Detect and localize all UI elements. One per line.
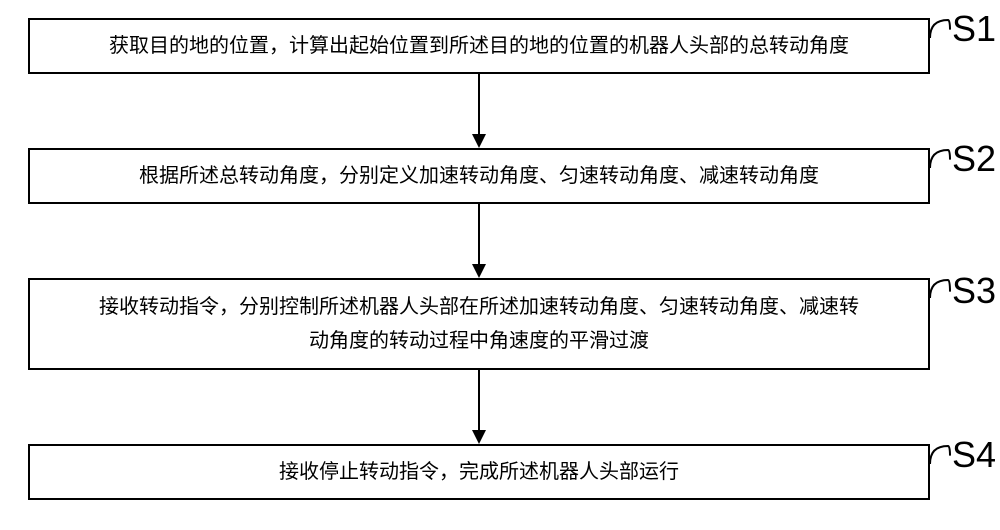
step-label-s4: S4 (952, 434, 996, 476)
step-label-s2: S2 (952, 138, 996, 180)
step-label-s3: S3 (952, 270, 996, 312)
step-text-s2: 根据所述总转动角度，分别定义加速转动角度、匀速转动角度、减速转动角度 (139, 159, 819, 193)
flowchart-canvas: 获取目的地的位置，计算出起始位置到所述目的地的位置的机器人头部的总转动角度 S1… (0, 0, 1000, 530)
arrows-group (472, 74, 486, 444)
step-box-s3: 接收转动指令，分别控制所述机器人头部在所述加速转动角度、匀速转动角度、减速转 动… (28, 278, 930, 370)
brackets-group (930, 20, 950, 464)
step-box-s2: 根据所述总转动角度，分别定义加速转动角度、匀速转动角度、减速转动角度 (28, 148, 930, 204)
step-text-s1: 获取目的地的位置，计算出起始位置到所述目的地的位置的机器人头部的总转动角度 (109, 29, 849, 63)
step-box-s4: 接收停止转动指令，完成所述机器人头部运行 (28, 444, 930, 500)
step-label-s1: S1 (952, 8, 996, 50)
step-text-s3: 接收转动指令，分别控制所述机器人头部在所述加速转动角度、匀速转动角度、减速转 动… (99, 290, 859, 358)
step-text-s4: 接收停止转动指令，完成所述机器人头部运行 (279, 455, 679, 489)
step-box-s1: 获取目的地的位置，计算出起始位置到所述目的地的位置的机器人头部的总转动角度 (28, 18, 930, 74)
